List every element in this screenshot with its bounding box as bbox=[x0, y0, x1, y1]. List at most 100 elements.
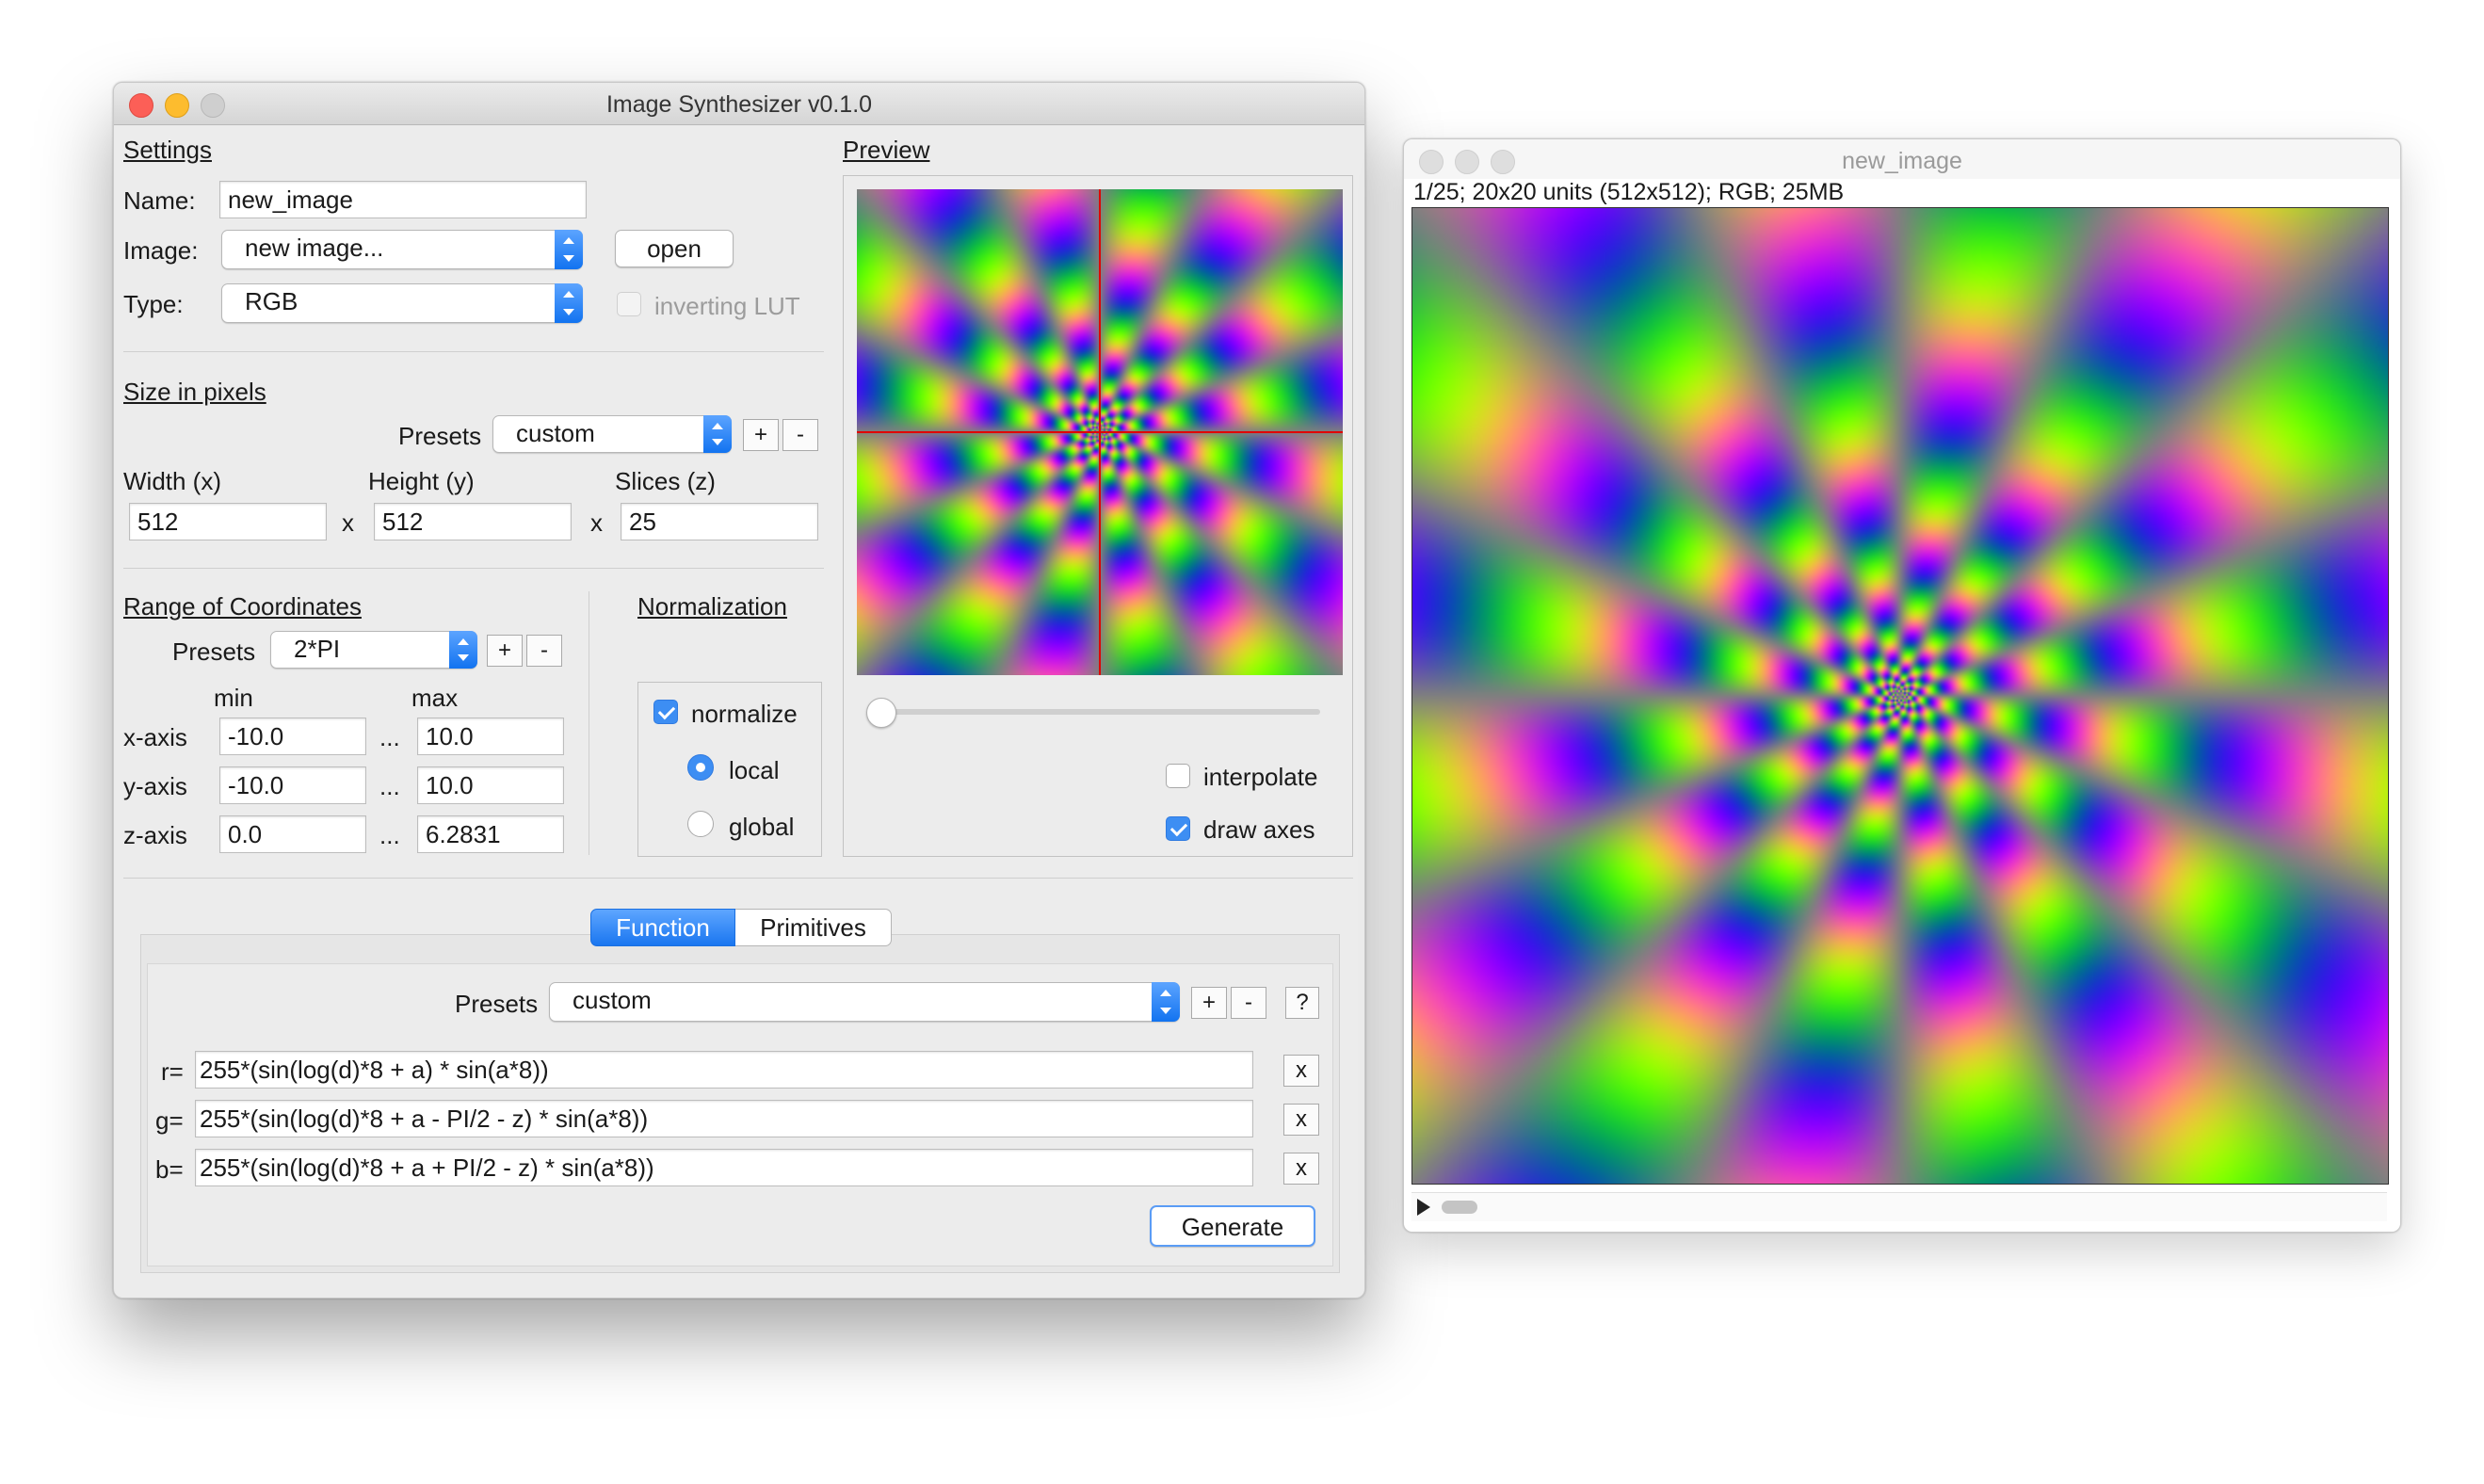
normalization-panel: normalize local global bbox=[637, 682, 822, 857]
range-presets-label: Presets bbox=[172, 637, 256, 666]
chevron-updown-icon bbox=[449, 631, 477, 669]
generate-button[interactable]: Generate bbox=[1150, 1205, 1315, 1247]
size-heading: Size in pixels bbox=[123, 378, 266, 406]
draw-axes-checkbox[interactable] bbox=[1166, 816, 1190, 841]
z-min-input[interactable]: 0.0 bbox=[219, 815, 366, 853]
range-dots: ... bbox=[379, 772, 400, 800]
times-label: x bbox=[342, 508, 354, 537]
close-window-button[interactable] bbox=[1419, 150, 1444, 174]
b-clear-button[interactable]: x bbox=[1283, 1153, 1319, 1185]
x-max-input[interactable]: 10.0 bbox=[417, 718, 564, 755]
normalization-heading: Normalization bbox=[637, 592, 787, 621]
name-input[interactable]: new_image bbox=[219, 181, 587, 218]
stack-scroll-thumb[interactable] bbox=[1442, 1201, 1477, 1214]
width-input[interactable]: 512 bbox=[129, 503, 327, 540]
size-add-preset-button[interactable]: + bbox=[743, 419, 779, 451]
size-presets-select[interactable]: custom bbox=[492, 415, 732, 453]
interpolate-label: interpolate bbox=[1203, 763, 1318, 791]
image-canvas-area[interactable] bbox=[1411, 207, 2389, 1185]
name-label: Name: bbox=[123, 186, 196, 215]
divider bbox=[123, 568, 824, 569]
height-input[interactable]: 512 bbox=[374, 503, 572, 540]
height-label: Height (y) bbox=[368, 467, 475, 495]
size-remove-preset-button[interactable]: - bbox=[782, 419, 818, 451]
divider bbox=[123, 878, 1353, 879]
min-label: min bbox=[214, 684, 253, 712]
image-label: Image: bbox=[123, 236, 199, 265]
range-presets-select[interactable]: 2*PI bbox=[270, 631, 477, 669]
y-max-input[interactable]: 10.0 bbox=[417, 766, 564, 804]
preview-axis-horizontal bbox=[857, 431, 1343, 433]
title-bar[interactable]: Image Synthesizer v0.1.0 bbox=[114, 83, 1364, 125]
image-select[interactable]: new image... bbox=[221, 230, 583, 269]
g-clear-button[interactable]: x bbox=[1283, 1104, 1319, 1136]
slices-input[interactable]: 25 bbox=[621, 503, 818, 540]
range-dots: ... bbox=[379, 723, 400, 751]
minimize-window-button[interactable] bbox=[1455, 150, 1479, 174]
draw-axes-label: draw axes bbox=[1203, 815, 1315, 844]
r-label: r= bbox=[161, 1057, 184, 1086]
interpolate-checkbox[interactable] bbox=[1166, 764, 1190, 788]
local-radio[interactable] bbox=[687, 754, 714, 781]
local-label: local bbox=[729, 756, 780, 784]
chevron-updown-icon bbox=[555, 230, 583, 269]
width-label: Width (x) bbox=[123, 467, 221, 495]
preview-heading: Preview bbox=[843, 136, 930, 164]
r-formula-input[interactable]: 255*(sin(log(d)*8 + a) * sin(a*8)) bbox=[195, 1051, 1253, 1089]
range-remove-preset-button[interactable]: - bbox=[526, 635, 562, 667]
slices-label: Slices (z) bbox=[615, 467, 716, 495]
times-label: x bbox=[590, 508, 603, 537]
y-axis-label: y-axis bbox=[123, 772, 187, 800]
normalize-label: normalize bbox=[691, 700, 798, 728]
open-button[interactable]: open bbox=[615, 230, 734, 267]
size-presets-label: Presets bbox=[398, 422, 482, 450]
zoom-window-button[interactable] bbox=[201, 93, 225, 118]
function-presets-label: Presets bbox=[455, 990, 539, 1018]
b-label: b= bbox=[155, 1155, 184, 1184]
type-label: Type: bbox=[123, 290, 184, 318]
function-remove-preset-button[interactable]: - bbox=[1231, 987, 1266, 1019]
g-formula-input[interactable]: 255*(sin(log(d)*8 + a - PI/2 - z) * sin(… bbox=[195, 1100, 1253, 1137]
slice-slider-track[interactable] bbox=[868, 709, 1320, 715]
function-presets-select[interactable]: custom bbox=[549, 982, 1180, 1022]
max-label: max bbox=[411, 684, 459, 712]
divider bbox=[123, 351, 824, 352]
tab-function[interactable]: Function bbox=[590, 909, 735, 946]
image-select-value: new image... bbox=[245, 234, 384, 262]
r-clear-button[interactable]: x bbox=[1283, 1055, 1319, 1087]
range-presets-value: 2*PI bbox=[294, 635, 341, 663]
image-synthesizer-window: Image Synthesizer v0.1.0 Settings Name: … bbox=[113, 82, 1365, 1298]
chevron-updown-icon bbox=[703, 415, 732, 453]
zoom-window-button[interactable] bbox=[1491, 150, 1515, 174]
image-window-title: new_image bbox=[1842, 148, 1962, 174]
close-window-button[interactable] bbox=[129, 93, 153, 118]
range-heading: Range of Coordinates bbox=[123, 592, 362, 621]
range-add-preset-button[interactable]: + bbox=[487, 635, 523, 667]
chevron-updown-icon bbox=[555, 283, 583, 323]
settings-heading: Settings bbox=[123, 136, 212, 164]
type-select[interactable]: RGB bbox=[221, 283, 583, 323]
y-min-input[interactable]: -10.0 bbox=[219, 766, 366, 804]
preview-panel: interpolate draw axes bbox=[843, 175, 1353, 857]
inverting-lut-checkbox[interactable] bbox=[617, 292, 641, 316]
window-title: Image Synthesizer v0.1.0 bbox=[605, 91, 873, 118]
image-title-bar[interactable]: new_image bbox=[1404, 139, 2400, 180]
normalize-checkbox[interactable] bbox=[653, 700, 678, 724]
inverting-lut-label: inverting LUT bbox=[654, 292, 800, 320]
z-max-input[interactable]: 6.2831 bbox=[417, 815, 564, 853]
g-label: g= bbox=[155, 1106, 184, 1135]
stack-scrollbar[interactable] bbox=[1411, 1192, 2387, 1221]
preview-image[interactable] bbox=[857, 189, 1343, 675]
range-dots: ... bbox=[379, 821, 400, 849]
type-select-value: RGB bbox=[245, 287, 298, 315]
minimize-window-button[interactable] bbox=[165, 93, 189, 118]
global-radio[interactable] bbox=[687, 811, 714, 837]
b-formula-input[interactable]: 255*(sin(log(d)*8 + a + PI/2 - z) * sin(… bbox=[195, 1149, 1253, 1186]
chevron-updown-icon bbox=[1152, 982, 1180, 1022]
play-icon[interactable] bbox=[1417, 1199, 1430, 1216]
slice-slider-thumb[interactable] bbox=[866, 698, 896, 728]
x-min-input[interactable]: -10.0 bbox=[219, 718, 366, 755]
tab-primitives[interactable]: Primitives bbox=[735, 909, 892, 946]
help-button[interactable]: ? bbox=[1285, 987, 1319, 1019]
function-add-preset-button[interactable]: + bbox=[1191, 987, 1227, 1019]
